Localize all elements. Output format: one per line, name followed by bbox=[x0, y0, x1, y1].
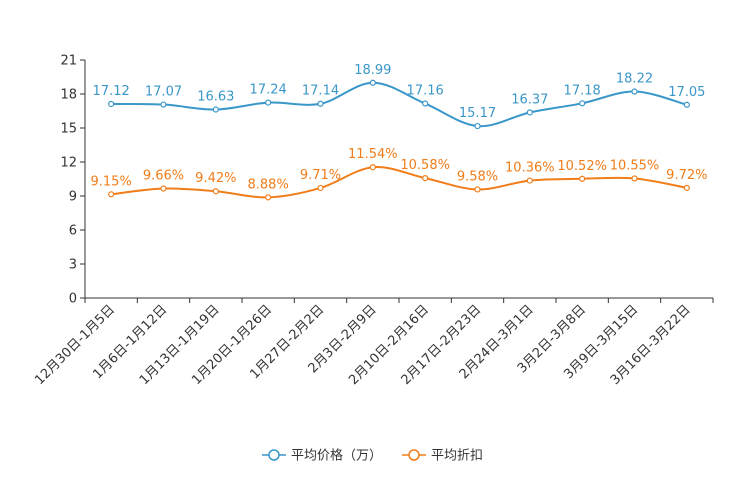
y-tick-label: 21 bbox=[60, 54, 77, 69]
data-label: 11.54% bbox=[348, 147, 398, 162]
legend-label: 平均价格（万） bbox=[291, 448, 382, 464]
data-label: 15.17 bbox=[459, 106, 496, 121]
y-tick-label: 15 bbox=[60, 122, 77, 137]
legend-item-2[interactable]: 平均折扣 bbox=[402, 449, 483, 464]
data-point[interactable] bbox=[683, 101, 690, 108]
data-label: 10.55% bbox=[610, 158, 660, 173]
data-point[interactable] bbox=[422, 100, 429, 107]
data-label: 9.42% bbox=[195, 171, 236, 186]
data-point[interactable] bbox=[631, 175, 638, 182]
legend-marker-icon bbox=[268, 449, 280, 461]
series-line-2 bbox=[111, 166, 688, 199]
data-label: 16.37 bbox=[511, 92, 548, 107]
data-label: 18.22 bbox=[616, 72, 653, 87]
data-label: 9.71% bbox=[300, 168, 341, 183]
y-tick-label: 0 bbox=[69, 292, 77, 307]
legend-label: 平均折扣 bbox=[431, 449, 483, 464]
data-point[interactable] bbox=[526, 177, 533, 184]
data-point[interactable] bbox=[317, 100, 324, 107]
legend-item-1[interactable]: 平均价格（万） bbox=[262, 448, 382, 464]
data-label: 9.15% bbox=[91, 174, 132, 189]
data-label: 8.88% bbox=[248, 177, 289, 192]
y-tick-label: 12 bbox=[60, 156, 77, 171]
data-label: 10.52% bbox=[557, 159, 607, 174]
data-point[interactable] bbox=[369, 79, 376, 86]
y-tick-label: 6 bbox=[69, 224, 77, 239]
y-tick-label: 9 bbox=[69, 190, 77, 205]
y-tick-label: 3 bbox=[69, 258, 77, 273]
data-point[interactable] bbox=[265, 99, 272, 106]
data-label: 17.14 bbox=[302, 84, 339, 99]
data-point[interactable] bbox=[579, 100, 586, 107]
data-point[interactable] bbox=[422, 174, 429, 182]
data-point[interactable] bbox=[369, 164, 376, 171]
legend-marker-icon bbox=[408, 449, 420, 461]
data-label: 9.58% bbox=[457, 169, 498, 184]
data-point[interactable] bbox=[683, 184, 690, 191]
data-point[interactable] bbox=[265, 194, 272, 201]
data-point[interactable] bbox=[474, 186, 481, 193]
data-label: 17.16 bbox=[407, 84, 444, 99]
data-point[interactable] bbox=[474, 122, 481, 130]
data-point[interactable] bbox=[108, 191, 115, 198]
data-labels-layer: 17.12 17.07 16.63 17.24 17.14 18.99 17.16 15.17… bbox=[91, 63, 708, 193]
data-point[interactable] bbox=[160, 101, 167, 108]
data-point[interactable] bbox=[212, 106, 219, 113]
data-point[interactable] bbox=[160, 185, 167, 192]
data-label: 17.07 bbox=[145, 85, 182, 100]
data-label: 18.99 bbox=[354, 63, 391, 78]
data-point[interactable] bbox=[631, 88, 638, 95]
legend[interactable]: 平均价格（万） 平均折扣 bbox=[262, 448, 483, 464]
data-label: 10.36% bbox=[505, 161, 555, 176]
data-point[interactable] bbox=[108, 100, 115, 108]
data-label: 9.66% bbox=[143, 169, 184, 184]
series-layer bbox=[108, 79, 690, 201]
data-point[interactable] bbox=[212, 188, 219, 195]
data-label: 16.63 bbox=[197, 90, 234, 105]
data-point[interactable] bbox=[579, 175, 586, 182]
data-label: 17.24 bbox=[250, 83, 287, 98]
data-label: 9.72% bbox=[666, 168, 707, 183]
data-label: 10.58% bbox=[400, 158, 450, 173]
data-label: 17.12 bbox=[93, 84, 130, 99]
data-point[interactable] bbox=[526, 109, 533, 116]
series-line-1 bbox=[111, 81, 688, 128]
y-tick-label: 18 bbox=[60, 88, 77, 103]
data-label: 17.18 bbox=[564, 83, 601, 98]
data-point[interactable] bbox=[317, 184, 324, 192]
data-label: 17.05 bbox=[668, 85, 705, 100]
